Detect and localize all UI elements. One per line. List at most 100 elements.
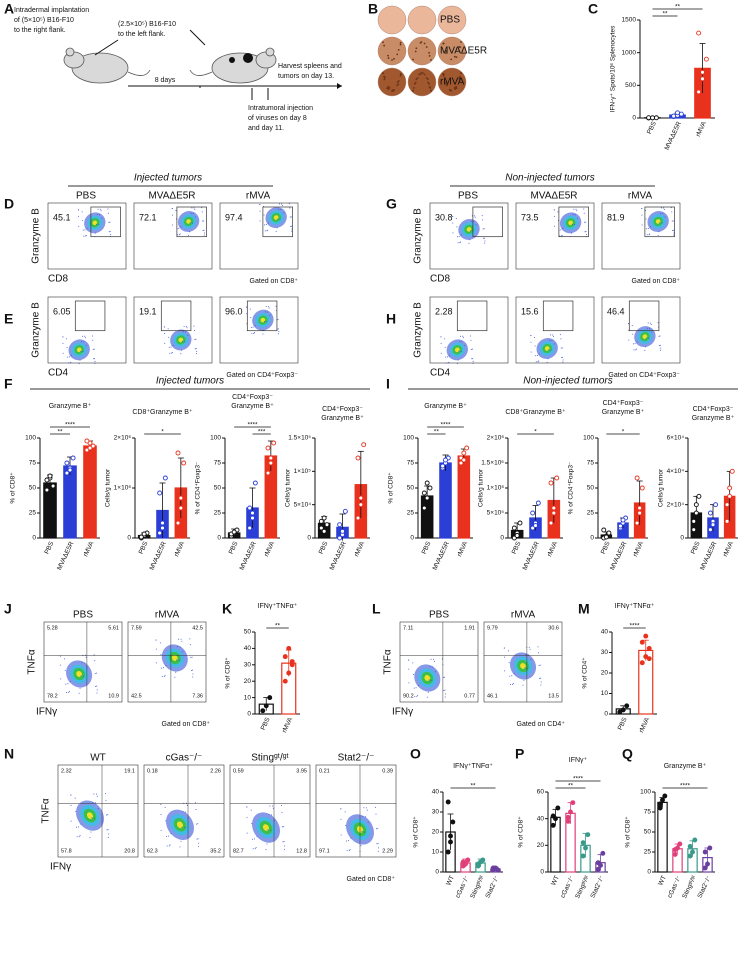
data-point: [707, 510, 713, 516]
label: % of CD4⁺Foxp3⁻: [195, 461, 202, 514]
label: CD4⁺Foxp3⁻: [603, 400, 644, 407]
label: Cells/g tumor: [285, 468, 292, 507]
flow-event: [523, 679, 525, 681]
flow-event: [193, 329, 195, 331]
label: CD4⁺Foxp3⁻: [322, 406, 363, 413]
data-point: [440, 463, 446, 469]
data-point: [511, 525, 517, 531]
flow-event: [483, 237, 485, 239]
flow-plot-frame: [229, 764, 311, 858]
label: CD8: [48, 274, 68, 285]
data-point: [727, 493, 733, 499]
label: 75: [407, 460, 415, 467]
flow-event: [101, 217, 103, 219]
flow-event: [163, 675, 165, 677]
label: 25: [587, 510, 595, 517]
flow-event: [68, 691, 70, 693]
flow-event: [97, 807, 99, 809]
flow-event: [470, 339, 472, 341]
flow-event: [265, 224, 267, 226]
spot: [384, 76, 386, 79]
flow-event: [291, 225, 293, 227]
flow-event: [671, 211, 673, 213]
flow-density: [544, 346, 550, 351]
label: CD4⁺Foxp3⁻: [232, 394, 273, 401]
flow-event: [671, 220, 673, 222]
flow-event: [415, 687, 417, 689]
label: 97.4: [225, 212, 243, 222]
flow-event: [167, 328, 169, 330]
flow-event: [189, 638, 191, 640]
flow-event: [434, 671, 436, 673]
data-point: [252, 480, 258, 486]
label: 2.29: [382, 848, 393, 854]
label: PBS: [260, 716, 272, 731]
flow-event: [81, 335, 83, 337]
flow-event: [572, 214, 574, 216]
spot: [415, 78, 418, 81]
flow-event: [182, 651, 184, 653]
data-point: [47, 473, 53, 479]
spot: [445, 50, 448, 53]
flow-density: [176, 821, 184, 829]
flow-event: [197, 846, 199, 848]
flow-event: [59, 655, 61, 657]
label: 3.95: [296, 768, 307, 774]
flow-event: [181, 826, 183, 828]
flow-event: [62, 336, 64, 338]
data-point: [44, 487, 50, 493]
flow-event: [482, 228, 484, 230]
flow-event: [482, 219, 484, 221]
flow-event: [270, 814, 272, 816]
flow-event: [76, 836, 78, 838]
flow-event: [172, 224, 174, 226]
data-point: [181, 460, 187, 466]
flow-event: [78, 363, 80, 365]
data-point: [460, 859, 466, 865]
flow-event: [105, 799, 107, 801]
label: PBS: [76, 191, 96, 202]
flow-event: [110, 233, 112, 235]
flow-event: [444, 346, 446, 348]
data-point: [678, 111, 684, 117]
flow-event: [80, 675, 82, 677]
label: Granzyme B⁺: [424, 403, 467, 410]
label: CD8⁺Granzyme B⁺: [132, 409, 193, 416]
flow-event: [96, 692, 98, 694]
flow-event: [180, 226, 182, 228]
flow-event: [635, 349, 637, 351]
flow-event: [64, 670, 66, 672]
flow-event: [96, 795, 98, 797]
flow-event: [649, 233, 651, 235]
flow-event: [94, 660, 96, 662]
spot: [387, 57, 390, 59]
label: % of CD8⁺: [388, 472, 395, 504]
flow-density: [520, 663, 526, 669]
flow-event: [188, 231, 190, 233]
flow-event: [455, 217, 457, 219]
flow-event: [250, 326, 252, 328]
data-point: [672, 851, 678, 857]
flow-event: [283, 841, 285, 843]
data-point: [700, 76, 705, 82]
flow-event: [281, 204, 283, 206]
label: rMVA: [155, 610, 180, 621]
flow-event: [540, 684, 542, 686]
label: tumors on day 13.: [278, 73, 334, 80]
flow-event: [250, 809, 252, 811]
flow-event: [269, 315, 271, 317]
arrow-head: [337, 83, 342, 89]
gate: [558, 206, 589, 238]
data-point: [445, 799, 451, 805]
flow-event: [538, 360, 540, 362]
label: cGas⁻/⁻: [166, 753, 203, 764]
flow-event: [107, 836, 109, 838]
spot: [455, 56, 458, 59]
data-point: [265, 445, 271, 451]
flow-event: [81, 662, 83, 664]
flow-event: [60, 678, 62, 680]
flow-event: [265, 849, 267, 851]
flow-event: [636, 341, 638, 343]
label: 40: [244, 645, 252, 652]
flow-event: [635, 348, 637, 350]
